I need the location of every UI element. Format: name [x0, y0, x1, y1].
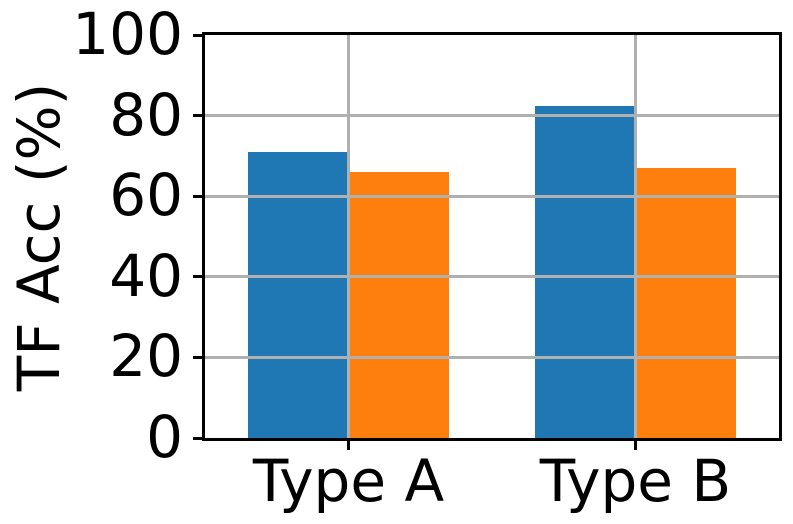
y-tick-mark — [193, 355, 205, 359]
y-tick-label: 60 — [109, 161, 183, 230]
y-tick-label: 80 — [109, 80, 183, 149]
y-tick-mark — [193, 275, 205, 279]
x-tick-label: Type A — [252, 447, 445, 515]
bar-blue-type-b — [535, 105, 636, 438]
x-gridline — [634, 35, 637, 438]
y-gridline — [205, 355, 779, 359]
y-tick-label: 20 — [109, 322, 183, 391]
x-tick-label: Type B — [539, 447, 732, 515]
y-tick-mark — [193, 194, 205, 198]
bar-orange-type-b — [635, 167, 736, 438]
y-tick-label: 40 — [109, 241, 183, 310]
bar-blue-type-a — [248, 151, 349, 438]
y-tick-mark — [193, 114, 205, 118]
bar-orange-type-a — [348, 172, 449, 438]
x-gridline — [347, 35, 350, 438]
y-tick-label: 100 — [72, 0, 183, 68]
y-gridline — [205, 114, 779, 118]
y-tick-mark — [193, 436, 205, 440]
x-tick-mark — [347, 438, 350, 450]
y-gridline — [205, 194, 779, 198]
y-gridline — [205, 275, 779, 279]
x-tick-mark — [634, 438, 637, 450]
y-tick-mark — [193, 33, 205, 37]
y-tick-label: 0 — [146, 402, 183, 471]
